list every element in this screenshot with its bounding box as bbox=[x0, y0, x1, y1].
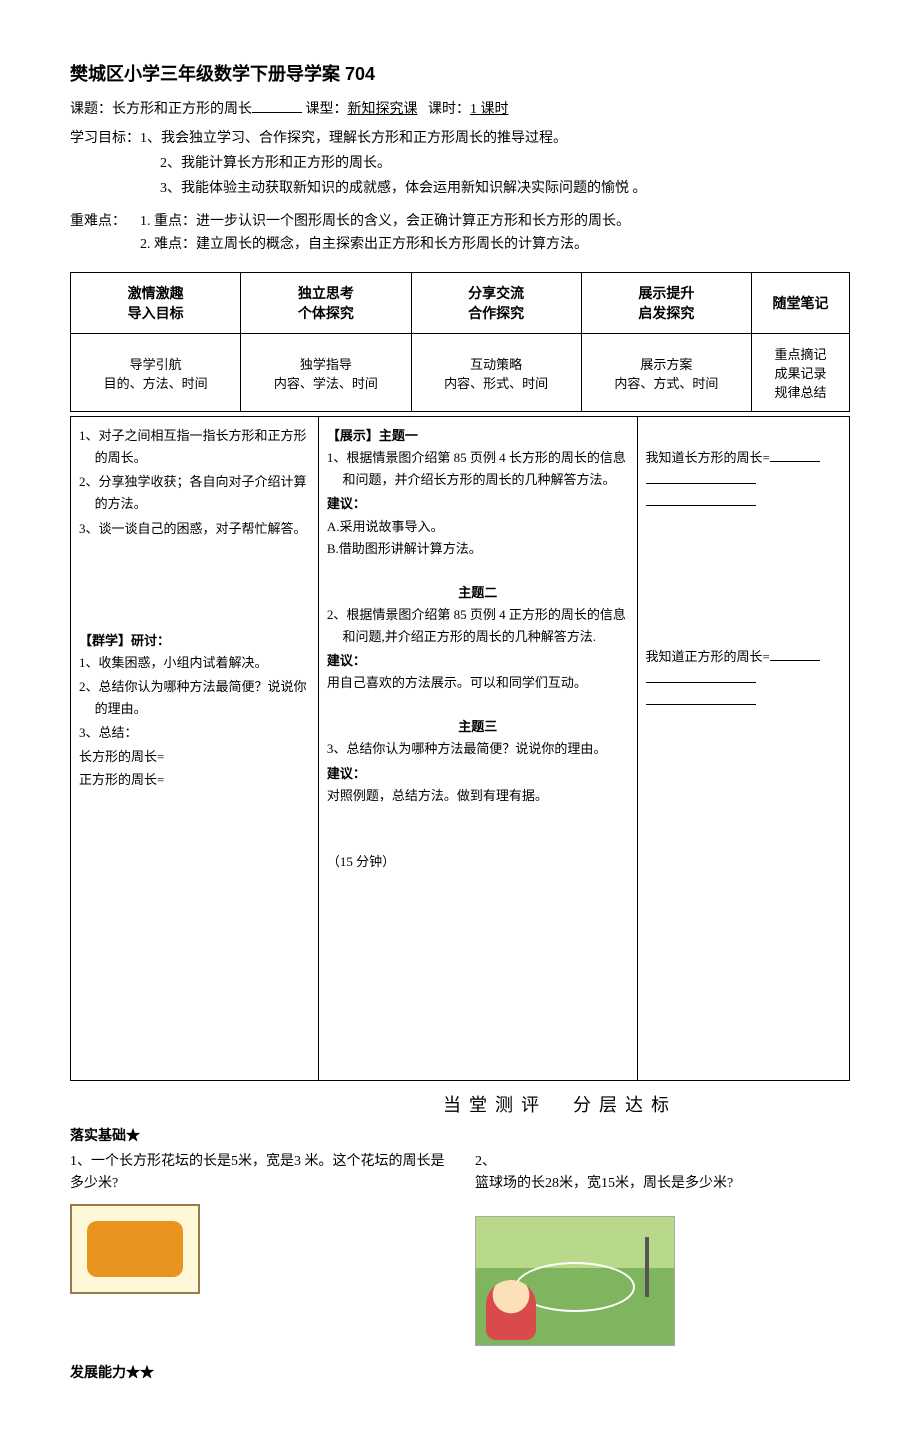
list-item: 3、总结你认为哪种方法最简便？说说你的理由。 bbox=[327, 738, 629, 760]
suggest-label: 建议： bbox=[327, 650, 629, 672]
period-label: 课时： bbox=[428, 102, 470, 117]
difficulty-label: 重难点： bbox=[70, 210, 140, 234]
list-item: 2、分享独学收获；各自向对子介绍计算的方法。 bbox=[79, 471, 310, 515]
suggest-item: A.采用说故事导入。 bbox=[327, 516, 629, 538]
goal-1: 1、我会独立学习、合作探究，理解长方形和正方形周长的推导过程。 bbox=[140, 131, 567, 146]
basic-label: 落实基础★ bbox=[70, 1125, 850, 1145]
basketball-court-image bbox=[475, 1216, 675, 1346]
header-cell: 重点摘记 成果记录 规律总结 bbox=[752, 334, 850, 412]
rect-perimeter-note: 我知道长方形的周长= bbox=[646, 447, 841, 469]
period-value: 1 课时 bbox=[470, 102, 509, 117]
content-col-3: 我知道长方形的周长= 我知道正方形的周长= bbox=[637, 417, 849, 1081]
child-icon bbox=[486, 1280, 536, 1340]
difficulty-1: 1. 重点：进一步认识一个图形周长的含义，会正确计算正方形和长方形的周长。 bbox=[140, 210, 850, 234]
goal-2: 2、我能计算长方形和正方形的周长。 bbox=[70, 151, 850, 176]
note-text: 我知道长方形的周长= bbox=[646, 450, 770, 465]
suggest-item: B.借助图形讲解计算方法。 bbox=[327, 538, 629, 560]
questions-row: 1、一个长方形花坛的长是5米，宽是3 米。这个花坛的周长是多少米? 2、 篮球场… bbox=[70, 1151, 850, 1346]
theme-2-title: 主题二 bbox=[327, 582, 629, 604]
question-1: 1、一个长方形花坛的长是5米，宽是3 米。这个花坛的周长是多少米? bbox=[70, 1151, 445, 1346]
list-item: 3、谈一谈自己的困惑，对子帮忙解答。 bbox=[79, 518, 310, 540]
list-item: 2、总结你认为哪种方法最简便？说说你的理由。 bbox=[79, 676, 310, 720]
blank-line bbox=[770, 648, 820, 661]
document-title: 樊城区小学三年级数学下册导学案 704 bbox=[70, 60, 850, 86]
suggest-label: 建议： bbox=[327, 493, 629, 515]
suggest-item: 用自己喜欢的方法展示。可以和同学们互动。 bbox=[327, 672, 629, 694]
blank bbox=[252, 112, 302, 113]
header-cell: 导学引航 目的、方法、时间 bbox=[71, 334, 241, 412]
assessment-title: 当堂测评 分层达标 bbox=[270, 1091, 850, 1117]
q2-body: 篮球场的长28米，宽15米，周长是多少米? bbox=[475, 1176, 733, 1191]
learning-goals: 学习目标：1、我会独立学习、合作探究，理解长方形和正方形周长的推导过程。 2、我… bbox=[70, 126, 850, 202]
question-2: 2、 篮球场的长28米，宽15米，周长是多少米? bbox=[475, 1151, 850, 1346]
header-cell: 互动策略 内容、形式、时间 bbox=[411, 334, 581, 412]
goals-label: 学习目标： bbox=[70, 131, 140, 146]
header-cell: 展示提升 启发探究 bbox=[581, 273, 751, 334]
theme-1-title: 【展示】主题一 bbox=[327, 425, 629, 447]
blank-line bbox=[646, 692, 756, 705]
header-cell: 激情激趣 导入目标 bbox=[71, 273, 241, 334]
difficulty-2: 2. 难点：建立周长的概念，自主探索出正方形和长方形周长的计算方法。 bbox=[70, 233, 850, 257]
list-item: 3、总结： bbox=[79, 722, 310, 744]
header-cell: 分享交流 合作探究 bbox=[411, 273, 581, 334]
header-table: 激情激趣 导入目标 独立思考 个体探究 分享交流 合作探究 展示提升 启发探究 … bbox=[70, 272, 850, 412]
list-item: 1、根据情景图介绍第 85 页例 4 长方形的周长的信息和问题，并介绍长方形的周… bbox=[327, 447, 629, 491]
table-row: 1、对子之间相互指一指长方形和正方形的周长。 2、分享独学收获；各自向对子介绍计… bbox=[71, 417, 850, 1081]
ability-label: 发展能力★★ bbox=[70, 1362, 850, 1382]
list-item: 1、收集困惑，小组内试着解决。 bbox=[79, 652, 310, 674]
suggest-item: 对照例题，总结方法。做到有理有据。 bbox=[327, 785, 629, 807]
group-study-label: 【群学】研讨： bbox=[79, 630, 310, 652]
blank-line bbox=[770, 449, 820, 462]
table-row: 激情激趣 导入目标 独立思考 个体探究 分享交流 合作探究 展示提升 启发探究 … bbox=[71, 273, 850, 334]
difficulty-section: 重难点： 1. 重点：进一步认识一个图形周长的含义，会正确计算正方形和长方形的周… bbox=[70, 210, 850, 258]
header-cell: 独学指导 内容、学法、时间 bbox=[241, 334, 411, 412]
topic-value: 长方形和正方形的周长 bbox=[112, 102, 252, 117]
blank-line bbox=[646, 471, 756, 484]
topic-label: 课题： bbox=[70, 102, 112, 117]
hoop-icon bbox=[645, 1237, 649, 1297]
q2-num: 2、 bbox=[475, 1154, 496, 1169]
goal-3: 3、我能体验主动获取新知识的成就感，体会运用新知识解决实际问题的愉悦 。 bbox=[70, 176, 850, 201]
formula-square: 正方形的周长= bbox=[79, 769, 310, 791]
theme-3-title: 主题三 bbox=[327, 716, 629, 738]
square-perimeter-note: 我知道正方形的周长= bbox=[646, 646, 841, 668]
blank-line bbox=[646, 670, 756, 683]
blank-line bbox=[646, 493, 756, 506]
list-item: 1、对子之间相互指一指长方形和正方形的周长。 bbox=[79, 425, 310, 469]
list-item: 2、根据情景图介绍第 85 页例 4 正方形的周长的信息和问题,并介绍正方形的周… bbox=[327, 604, 629, 648]
type-label: 课型： bbox=[306, 102, 348, 117]
content-col-2: 【展示】主题一 1、根据情景图介绍第 85 页例 4 长方形的周长的信息和问题，… bbox=[318, 417, 637, 1081]
content-table: 1、对子之间相互指一指长方形和正方形的周长。 2、分享独学收获；各自向对子介绍计… bbox=[70, 416, 850, 1081]
meta-line: 课题：长方形和正方形的周长 课型：新知探究课 课时：1 课时 bbox=[70, 98, 850, 118]
note-text: 我知道正方形的周长= bbox=[646, 649, 770, 664]
suggest-label: 建议： bbox=[327, 763, 629, 785]
flowerbed-inner bbox=[87, 1221, 183, 1277]
flowerbed-image bbox=[70, 1204, 200, 1294]
time-note: （15 分钟） bbox=[327, 851, 629, 873]
formula-rect: 长方形的周长= bbox=[79, 746, 310, 768]
header-cell: 随堂笔记 bbox=[752, 273, 850, 334]
header-cell: 独立思考 个体探究 bbox=[241, 273, 411, 334]
table-row: 导学引航 目的、方法、时间 独学指导 内容、学法、时间 互动策略 内容、形式、时… bbox=[71, 334, 850, 412]
q1-text: 1、一个长方形花坛的长是5米，宽是3 米。这个花坛的周长是多少米? bbox=[70, 1151, 445, 1196]
type-value: 新知探究课 bbox=[348, 102, 418, 117]
content-col-1: 1、对子之间相互指一指长方形和正方形的周长。 2、分享独学收获；各自向对子介绍计… bbox=[71, 417, 319, 1081]
header-cell: 展示方案 内容、方式、时间 bbox=[581, 334, 751, 412]
q2-text: 2、 篮球场的长28米，宽15米，周长是多少米? bbox=[475, 1151, 850, 1196]
